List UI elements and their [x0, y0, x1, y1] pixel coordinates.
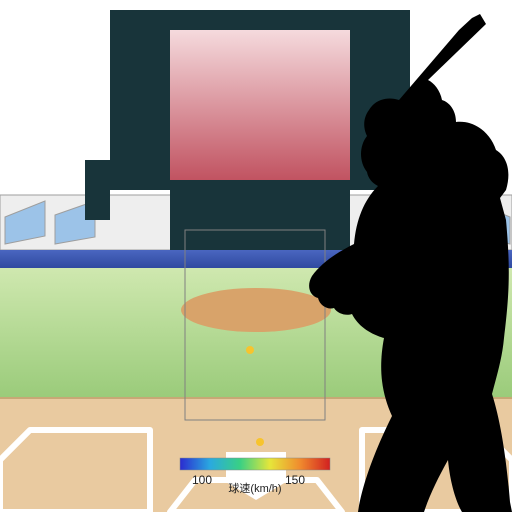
- legend-tick: 100: [192, 473, 212, 487]
- scoreboard-post: [170, 190, 350, 250]
- scoreboard-wing: [85, 160, 110, 220]
- pitch-marker: [256, 438, 264, 446]
- legend-tick: 150: [285, 473, 305, 487]
- pitch-location-chart: 100 150 球速(km/h): [0, 0, 512, 512]
- pitchers-mound: [181, 288, 331, 332]
- legend-label: 球速(km/h): [228, 481, 281, 495]
- pitch-marker: [246, 346, 254, 354]
- speed-legend-bar: [180, 458, 330, 470]
- scoreboard-screen: [170, 30, 350, 180]
